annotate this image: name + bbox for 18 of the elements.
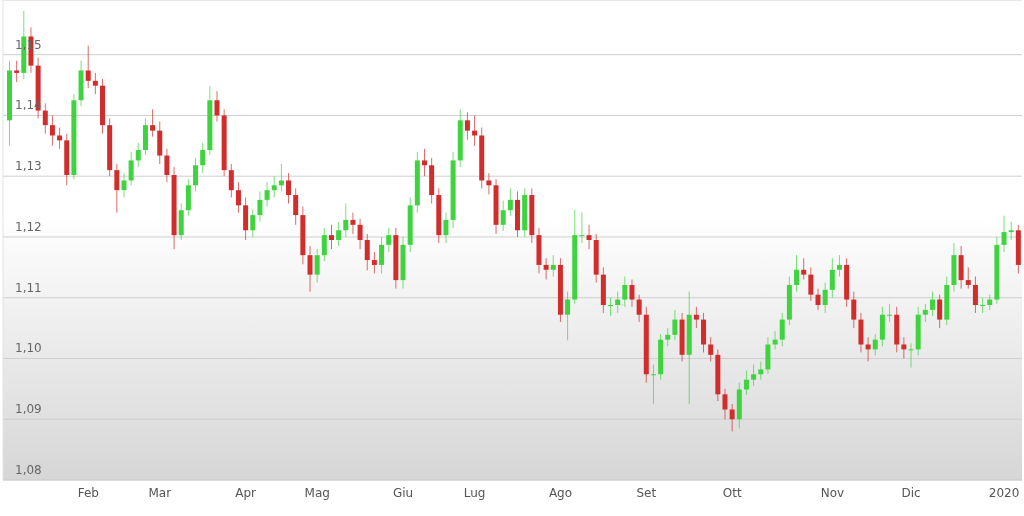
x-tick-label: Ago (548, 485, 573, 500)
x-tick-label: Lug (463, 485, 486, 500)
x-tick-label: Ott (722, 485, 742, 500)
x-tick-label: Apr (235, 485, 257, 500)
x-tick-label: Set (636, 485, 657, 500)
x-tick-label: 2020 (988, 485, 1020, 500)
x-tick-label: Feb (77, 485, 99, 500)
x-tick-label: Mar (148, 485, 172, 500)
y-tick-label: 1,08 (15, 463, 42, 477)
x-tick-label: Nov (820, 485, 845, 500)
x-tick-label: Giu (392, 485, 414, 500)
y-tick-label: 1,12 (15, 219, 42, 234)
y-tick-label: 1,10 (15, 341, 42, 356)
y-tick-label: 1,09 (15, 402, 42, 417)
y-tick-label: 1,13 (15, 159, 42, 174)
x-tick-label: Dic (901, 485, 921, 500)
y-tick-label: 1,11 (15, 280, 42, 295)
x-tick-label: Mag (304, 485, 330, 500)
